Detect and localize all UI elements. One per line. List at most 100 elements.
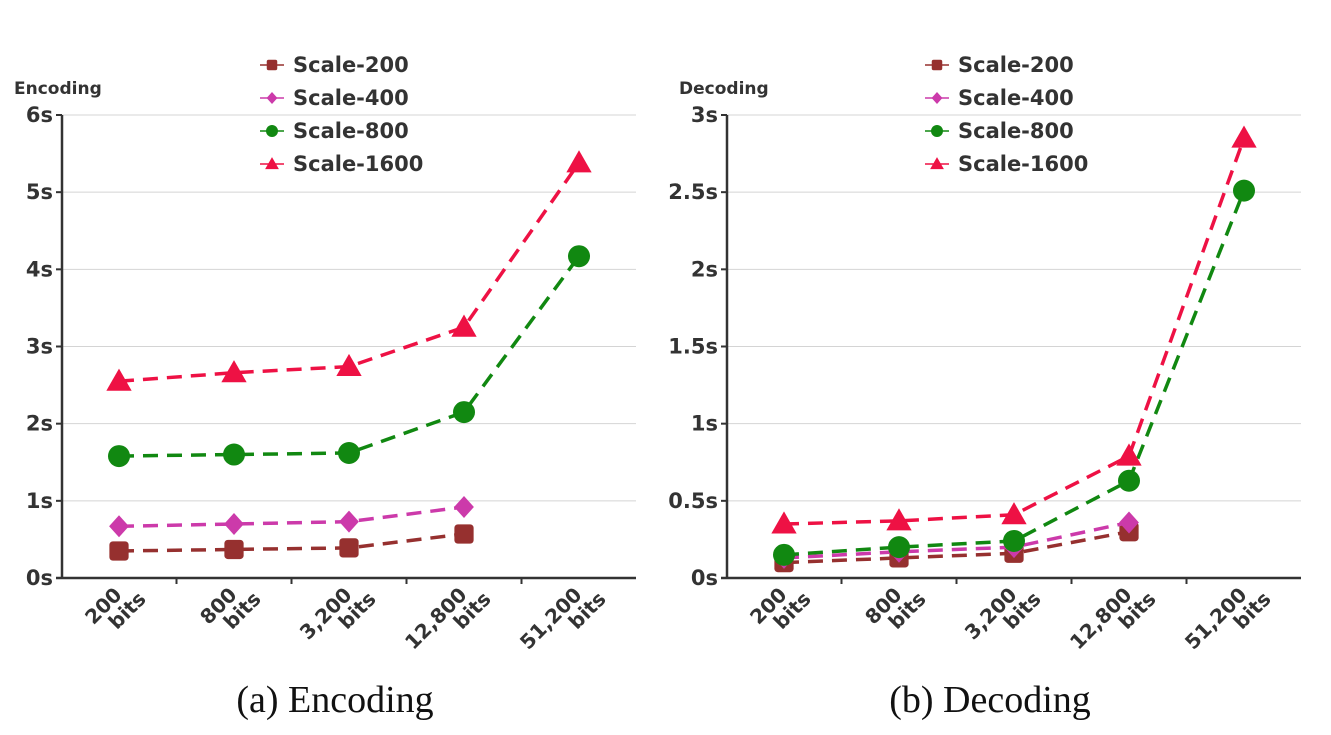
x-tick-label-text: 12,800bits [1065,573,1161,669]
x-tick-label-text: 3,200bits [295,573,381,659]
legend-item: Scale-200 [260,53,409,77]
data-point [339,510,359,533]
series-scale-800 [108,245,590,468]
data-point [1118,469,1140,492]
legend-label: Scale-400 [958,86,1074,110]
gridlines: 0s 0.5s 1s 1.5s 2s 2.5s 3s [668,103,1301,590]
series-line [118,505,465,529]
legend-marker [265,157,279,170]
encoding-panel: 0s 1s 2s 3s 4s 5s 6s 200bits 800bits 3,200bits 12,… [0,0,665,670]
data-point [451,314,477,337]
data-point [223,443,245,466]
x-tick-label-text: 200bits [80,573,151,644]
legend-marker [931,59,943,71]
data-point [336,353,362,377]
legend-item: Scale-800 [925,119,1074,143]
series-scale-200 [109,524,474,561]
x-tick-label: 51,200bits [515,573,611,669]
x-tick-label: 12,800bits [400,573,496,669]
encoding-caption: (a) Encoding [236,679,434,721]
legend-marker [266,92,278,104]
data-point [224,539,244,560]
y-tick-label: 1.5s [668,335,718,359]
x-tick-label-text: 800bits [860,573,931,644]
data-point [108,445,130,468]
legend-marker [931,92,943,104]
series-line [118,532,465,553]
y-tick-label: 3s [26,335,53,359]
series-scale-1600 [106,150,592,391]
series-scale-1600 [771,125,1257,534]
legend-marker [930,157,944,170]
legend-item: Scale-400 [260,86,409,110]
x-tick-label: 3,200bits [295,573,381,659]
y-tick-label: 3s [691,103,718,127]
encoding-chart: 0s 1s 2s 3s 4s 5s 6s 200bits 800bits 3,200bits 12,… [14,53,636,669]
y-tick-label: 2s [26,412,53,436]
x-tick-label-text: 800bits [195,573,266,644]
data-point [106,368,132,391]
x-tick-label-text: 51,200bits [1180,573,1276,669]
data-point [454,496,474,519]
series-line [783,520,1130,560]
data-point [454,524,474,544]
y-tick-label: 1s [691,412,718,436]
y-tick-label: 0s [691,566,718,590]
y-axis-label: Encoding [14,79,102,99]
y-tick-label: 2s [691,257,718,281]
series-scale-400 [109,496,474,538]
x-tick-label: 200bits [80,573,151,644]
y-tick-label: 0.5s [668,489,718,513]
y-tick-label: 4s [26,257,53,281]
x-tick-label: 800bits [195,573,266,644]
legend: Scale-200 Scale-400 Scale-800 Scale-1600 [925,53,1088,176]
x-tick-label-text: 200bits [745,573,816,644]
y-axis-label: Decoding [679,79,769,99]
data-point [888,536,910,559]
legend-item: Scale-1600 [260,152,423,176]
legend-marker [266,59,278,71]
gridlines: 0s 1s 2s 3s 4s 5s 6s [26,103,636,590]
x-tick-label: 12,800bits [1065,573,1161,669]
x-tick-label: 800bits [860,573,931,644]
legend-label: Scale-1600 [958,152,1088,176]
x-tick-label-text: 12,800bits [400,573,496,669]
legend-label: Scale-1600 [293,152,423,176]
decoding-caption: (b) Decoding [889,679,1091,721]
series-line [783,529,1130,565]
data-point [1233,179,1255,202]
data-point [109,541,129,561]
series-line [118,161,581,383]
data-point [221,360,247,383]
y-tick-label: 6s [26,103,53,127]
legend-label: Scale-400 [293,86,409,110]
data-point [339,538,359,558]
x-tick-label: 3,200bits [960,573,1046,659]
data-point [771,511,797,534]
legend-marker [266,125,278,137]
legend-item: Scale-200 [925,53,1074,77]
legend-label: Scale-800 [958,119,1074,143]
y-tick-label: 1s [26,489,53,513]
legend-item: Scale-400 [925,86,1074,110]
data-point [1119,511,1139,534]
data-point [453,401,475,424]
legend-item: Scale-1600 [925,152,1088,176]
data-point [566,150,592,173]
decoding-panel: 0s 0.5s 1s 1.5s 2s 2.5s 3s 200bits 800bits 3,200b… [665,0,1331,670]
legend-item: Scale-800 [260,119,409,143]
series-scale-800 [773,179,1255,566]
series-line [783,137,1246,526]
y-tick-label: 5s [26,180,53,204]
y-tick-label: 0s [26,566,53,590]
x-tick-label-text: 3,200bits [960,573,1046,659]
decoding-chart: 0s 0.5s 1s 1.5s 2s 2.5s 3s 200bits 800bits 3,200b… [668,53,1301,669]
data-point [886,508,912,531]
x-tick-label-text: 51,200bits [515,573,611,669]
x-tick-label: 200bits [745,573,816,644]
series-line [783,189,1246,557]
data-point [338,441,360,464]
series-scale-200 [774,522,1139,573]
data-point [568,245,590,268]
